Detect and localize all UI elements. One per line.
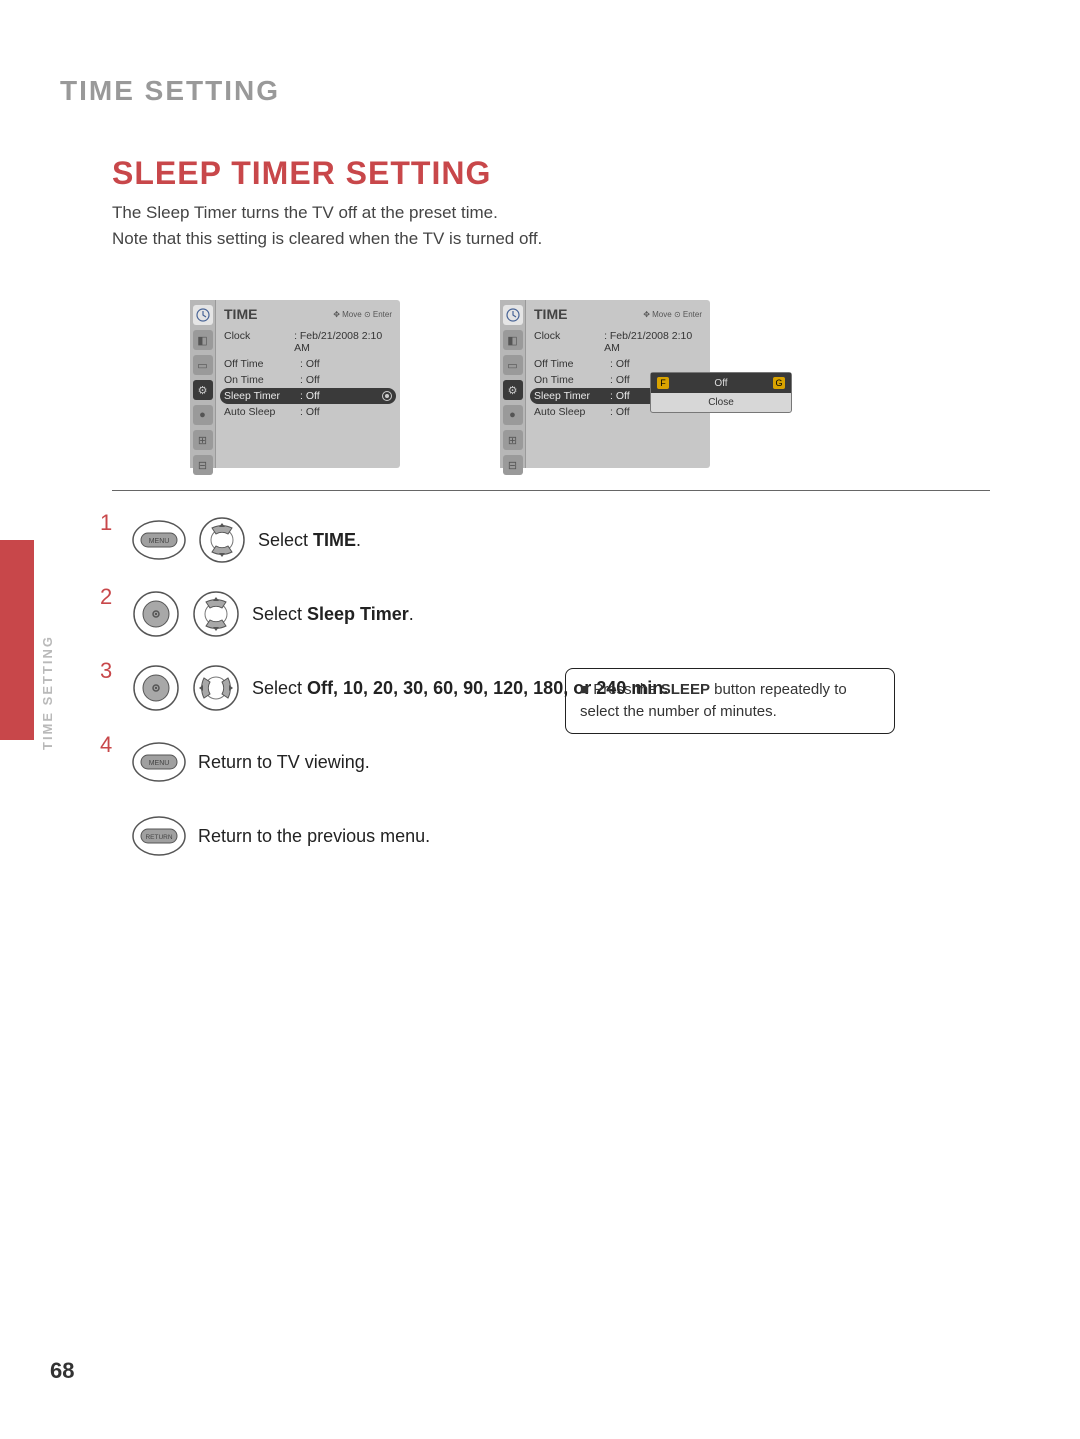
nav-leftright-icon [192, 664, 240, 712]
display-icon: ▭ [193, 355, 213, 375]
menu-row-clock: Clock: Feb/21/2008 2:10 AM [526, 328, 710, 356]
lock-icon: ⊞ [193, 430, 213, 450]
side-tab-bar [0, 540, 34, 740]
input-icon: ⊟ [503, 455, 523, 475]
divider [112, 490, 990, 491]
tv-menu-after: ◧ ▭ ⚙ ● ⊞ ⊟ TIME ✥ Move ⊙ Enter Clock: F… [500, 300, 710, 468]
page-number: 68 [50, 1358, 74, 1384]
step-num: 3 [100, 658, 120, 684]
menu-row-autosleep: Auto Sleep: Off [216, 404, 400, 420]
display-icon: ▭ [503, 355, 523, 375]
svg-text:MENU: MENU [149, 760, 170, 767]
side-tab-label: TIME SETTING [40, 550, 64, 750]
arrow-left-icon[interactable]: F [657, 377, 669, 389]
popup-value: Off [679, 378, 763, 389]
lock-icon: ⊞ [503, 430, 523, 450]
menu-sidebar: ◧ ▭ ⚙ ● ⊞ ⊟ [500, 300, 526, 468]
step-num: 1 [100, 510, 120, 536]
tv-menu-before: ◧ ▭ ⚙ ● ⊞ ⊟ TIME ✥ Move ⊙ Enter Clock: F… [190, 300, 400, 468]
menu-title: TIME ✥ Move ⊙ Enter [216, 302, 400, 328]
selection-dot-icon [382, 391, 392, 401]
gear-icon: ⚙ [503, 380, 523, 400]
nav-updown-icon [192, 590, 240, 638]
menu-row-offtime: Off Time: Off [216, 356, 400, 372]
step-text: Return to the previous menu. [198, 824, 430, 848]
menu-title-text: TIME [534, 306, 567, 322]
svg-text:MENU: MENU [149, 538, 170, 545]
menu-hints: ✥ Move ⊙ Enter [643, 310, 702, 319]
popup-close[interactable]: Close [651, 393, 791, 412]
menu-row-sleep-timer[interactable]: Sleep Timer: Off [220, 388, 396, 404]
step-text: Select Sleep Timer. [252, 602, 414, 626]
menu-hints: ✥ Move ⊙ Enter [333, 310, 392, 319]
enter-button-icon [132, 664, 180, 712]
step-num: 2 [100, 584, 120, 610]
intro-text: The Sleep Timer turns the TV off at the … [112, 200, 960, 251]
picture-icon: ◧ [503, 330, 523, 350]
step-4: 4 MENU Return to TV viewing. [100, 732, 990, 792]
return-button-icon: RETURN [132, 816, 186, 856]
menu-title-text: TIME [224, 306, 257, 322]
step-1: 1 MENU Select TIME. [100, 510, 990, 570]
clock-icon [193, 305, 213, 325]
step-num: 4 [100, 732, 120, 758]
svg-text:RETURN: RETURN [145, 834, 172, 841]
clock-icon [503, 305, 523, 325]
option-icon: ● [503, 405, 523, 425]
page-header: TIME SETTING [60, 75, 280, 107]
step-text: Return to TV viewing. [198, 750, 370, 774]
intro-line1: The Sleep Timer turns the TV off at the … [112, 200, 960, 226]
menu-row-clock: Clock: Feb/21/2008 2:10 AM [216, 328, 400, 356]
gear-icon: ⚙ [193, 380, 213, 400]
section-title: SLEEP TIMER SETTING [112, 155, 491, 192]
step-return: RETURN Return to the previous menu. [100, 806, 990, 866]
step-text: Select TIME. [258, 528, 361, 552]
note-text-bold: SLEEP [661, 681, 710, 698]
enter-button-icon [132, 590, 180, 638]
menu-sidebar: ◧ ▭ ⚙ ● ⊞ ⊟ [190, 300, 216, 468]
picture-icon: ◧ [193, 330, 213, 350]
bullet-icon: ■ [580, 681, 589, 698]
nav-updown-icon [198, 516, 246, 564]
intro-line2: Note that this setting is cleared when t… [112, 226, 960, 252]
note-text-prefix: Press the [593, 681, 661, 698]
menu-button-icon: MENU [132, 742, 186, 782]
note-box: ■ Press the SLEEP button repeatedly to s… [565, 668, 895, 734]
menu-title: TIME ✥ Move ⊙ Enter [526, 302, 710, 328]
option-icon: ● [193, 405, 213, 425]
step-2: 2 Select Sleep Timer. [100, 584, 990, 644]
input-icon: ⊟ [193, 455, 213, 475]
menu-button-icon: MENU [132, 520, 186, 560]
arrow-right-icon[interactable]: G [773, 377, 785, 389]
menu-row-offtime: Off Time: Off [526, 356, 710, 372]
menu-row-ontime: On Time: Off [216, 372, 400, 388]
value-popup: F Off G Close [650, 372, 792, 413]
